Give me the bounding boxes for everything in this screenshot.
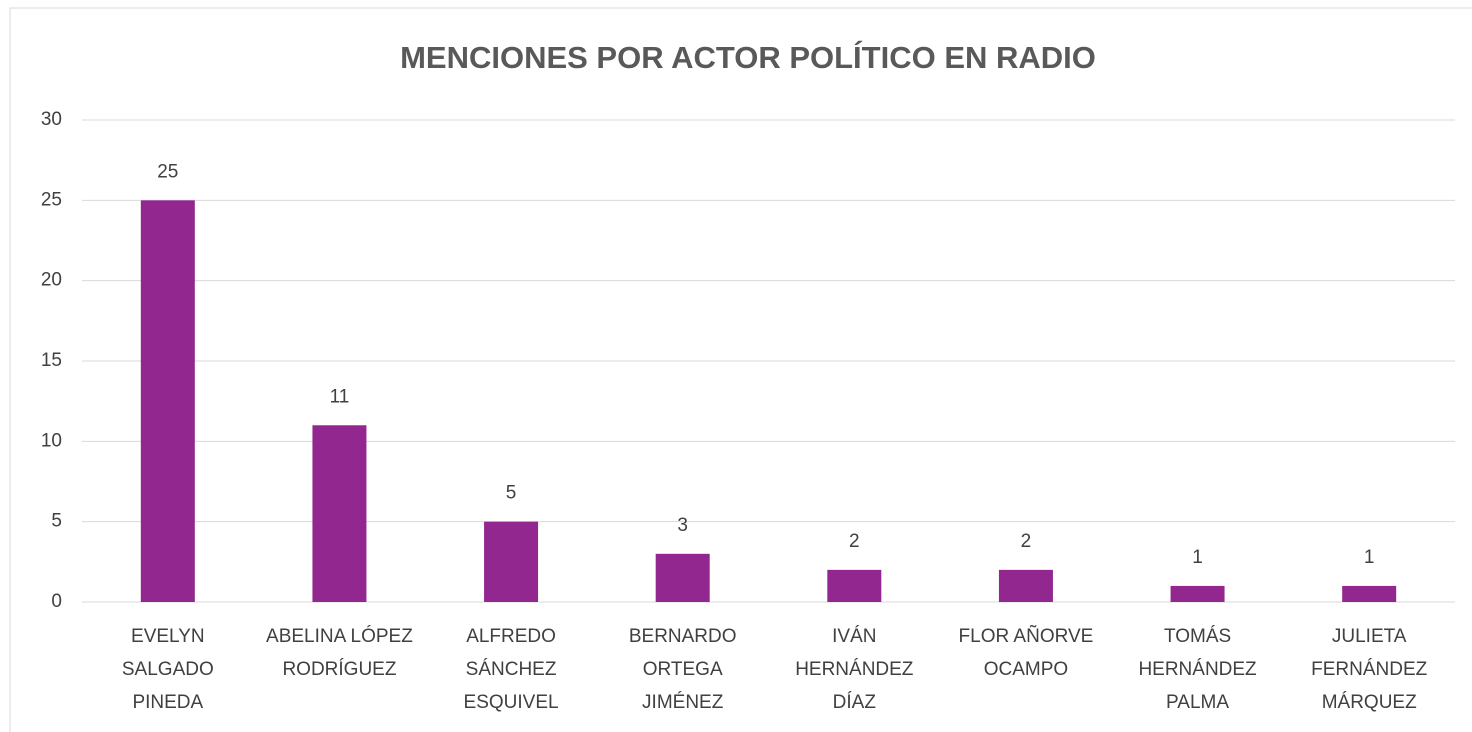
data-label: 3: [677, 515, 688, 536]
bar: [484, 521, 539, 602]
bar: [312, 425, 367, 602]
bar: [998, 569, 1053, 602]
y-tick-label: 20: [41, 270, 62, 291]
x-tick-label: EVELYN SALGADO PINEDA: [122, 626, 214, 713]
y-tick-label: 5: [51, 511, 62, 532]
data-label: 5: [506, 483, 517, 504]
y-tick-label: 30: [41, 109, 62, 130]
chart-frame: [9, 7, 1472, 732]
x-tick-label: IVÁN HERNÁNDEZ DÍAZ: [795, 626, 914, 713]
chart-title: MENCIONES POR ACTOR POLÍTICO EN RADIO: [400, 40, 1096, 75]
data-label: 2: [1021, 531, 1032, 552]
x-tick-label: JULIETA FERNÁNDEZ MÁRQUEZ: [1311, 626, 1428, 713]
data-label: 1: [1192, 547, 1203, 568]
x-tick-label: BERNARDO ORTEGA JIMÉNEZ: [629, 626, 737, 713]
x-tick-label: TOMÁS HERNÁNDEZ PALMA: [1138, 626, 1257, 713]
y-tick-label: 10: [41, 430, 62, 451]
data-label: 2: [849, 531, 860, 552]
y-tick-label: 15: [41, 350, 62, 371]
bar: [655, 553, 710, 602]
bar: [827, 569, 882, 602]
x-tick-label: FLOR AÑORVE OCAMPO: [959, 625, 1094, 680]
bar: [1170, 585, 1225, 602]
data-label: 25: [157, 161, 178, 182]
x-tick-label: ABELINA LÓPEZ RODRÍGUEZ: [266, 625, 413, 680]
y-tick-label: 25: [41, 189, 62, 210]
bar: [140, 200, 195, 603]
x-tick-label: ALFREDO SÁNCHEZ ESQUIVEL: [464, 626, 559, 713]
data-label: 11: [330, 386, 350, 407]
data-label: 1: [1364, 547, 1375, 568]
bar: [1342, 585, 1397, 602]
y-tick-label: 0: [51, 591, 62, 612]
